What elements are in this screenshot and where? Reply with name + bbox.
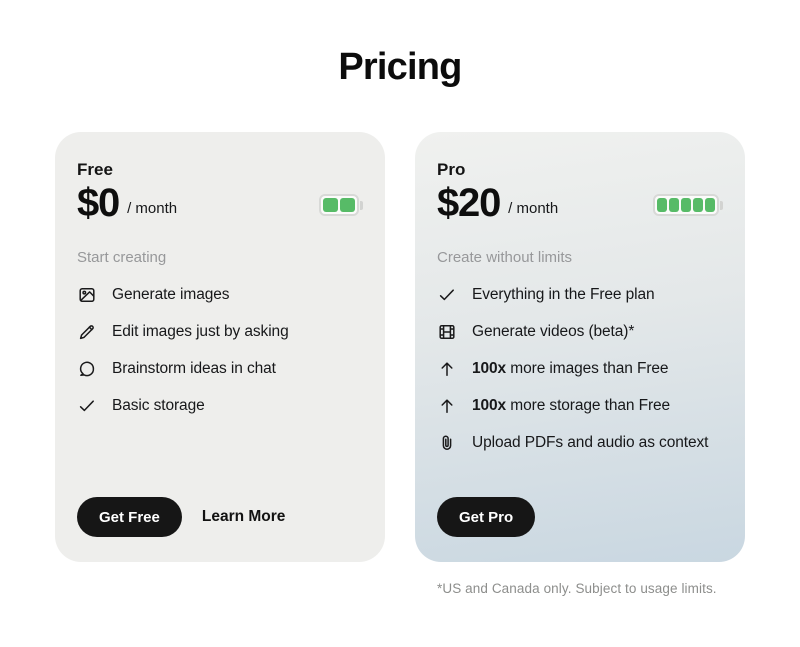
feature-row: Everything in the Free plan — [437, 276, 723, 313]
feature-row: Generate videos (beta)* — [437, 313, 723, 350]
check-icon — [437, 285, 457, 305]
plan-tagline: Create without limits — [437, 249, 573, 266]
battery-icon — [319, 194, 363, 216]
plan-name: Free — [77, 160, 113, 179]
usage-footnote: *US and Canada only. Subject to usage li… — [437, 581, 717, 596]
get-free-button[interactable]: Get Free — [77, 497, 182, 537]
feature-label: 100x more storage than Free — [472, 396, 671, 414]
feature-row: Upload PDFs and audio as context — [437, 424, 723, 461]
battery-nub — [720, 200, 723, 210]
image-icon — [77, 285, 97, 305]
battery-segment — [657, 198, 667, 212]
chat-icon — [77, 359, 97, 379]
plan-name: Pro — [437, 160, 466, 179]
battery-segment — [693, 198, 703, 212]
price-row: $20 / month — [437, 182, 723, 224]
pencil-icon — [77, 322, 97, 342]
battery-segment — [340, 198, 355, 212]
feature-row: Basic storage — [77, 387, 363, 424]
feature-row: 100x more images than Free — [437, 350, 723, 387]
feature-list: Generate images Edit images just by askin… — [77, 276, 363, 424]
learn-more-button[interactable]: Learn More — [201, 508, 286, 525]
battery-body — [319, 194, 359, 216]
plan-cards-row: Free $0 / month Start creating Generate … — [0, 132, 800, 562]
feature-row: 100x more storage than Free — [437, 387, 723, 424]
feature-label: Generate images — [112, 285, 230, 303]
plan-tagline: Start creating — [77, 249, 167, 266]
arrow-up-icon — [437, 359, 457, 379]
actions-row: Get Free Learn More — [77, 497, 363, 537]
battery-segment — [323, 198, 338, 212]
actions-row: Get Pro — [437, 497, 723, 537]
price-row: $0 / month — [77, 182, 363, 224]
feature-label: Everything in the Free plan — [472, 285, 655, 303]
check-icon — [77, 396, 97, 416]
plan-period: / month — [508, 199, 559, 217]
footnote-spacer — [55, 581, 385, 596]
film-icon — [437, 322, 457, 342]
feature-label: Basic storage — [112, 396, 205, 414]
feature-label: Brainstorm ideas in chat — [112, 359, 276, 377]
plan-period: / month — [127, 199, 178, 217]
feature-row: Edit images just by asking — [77, 313, 363, 350]
free-plan-card: Free $0 / month Start creating Generate … — [55, 132, 385, 562]
plan-price: $0 — [77, 181, 120, 225]
arrow-up-icon — [437, 396, 457, 416]
feature-list: Everything in the Free plan Generate vide… — [437, 276, 723, 461]
page-title: Pricing — [338, 46, 462, 88]
get-pro-button[interactable]: Get Pro — [437, 497, 536, 537]
battery-segment — [705, 198, 715, 212]
battery-body — [653, 194, 719, 216]
pro-plan-card: Pro $20 / month Create without limits Ev… — [415, 132, 745, 562]
feature-row: Brainstorm ideas in chat — [77, 350, 363, 387]
feature-label: 100x more images than Free — [472, 359, 669, 377]
battery-icon — [653, 194, 723, 216]
footnote-row: *US and Canada only. Subject to usage li… — [0, 581, 800, 596]
feature-label: Generate videos (beta)* — [472, 322, 635, 340]
battery-nub — [360, 200, 363, 210]
paperclip-icon — [437, 433, 457, 453]
plan-price: $20 — [437, 181, 501, 225]
battery-segment — [681, 198, 691, 212]
feature-label: Upload PDFs and audio as context — [472, 433, 709, 451]
feature-row: Generate images — [77, 276, 363, 313]
feature-label: Edit images just by asking — [112, 322, 289, 340]
battery-segment — [669, 198, 679, 212]
